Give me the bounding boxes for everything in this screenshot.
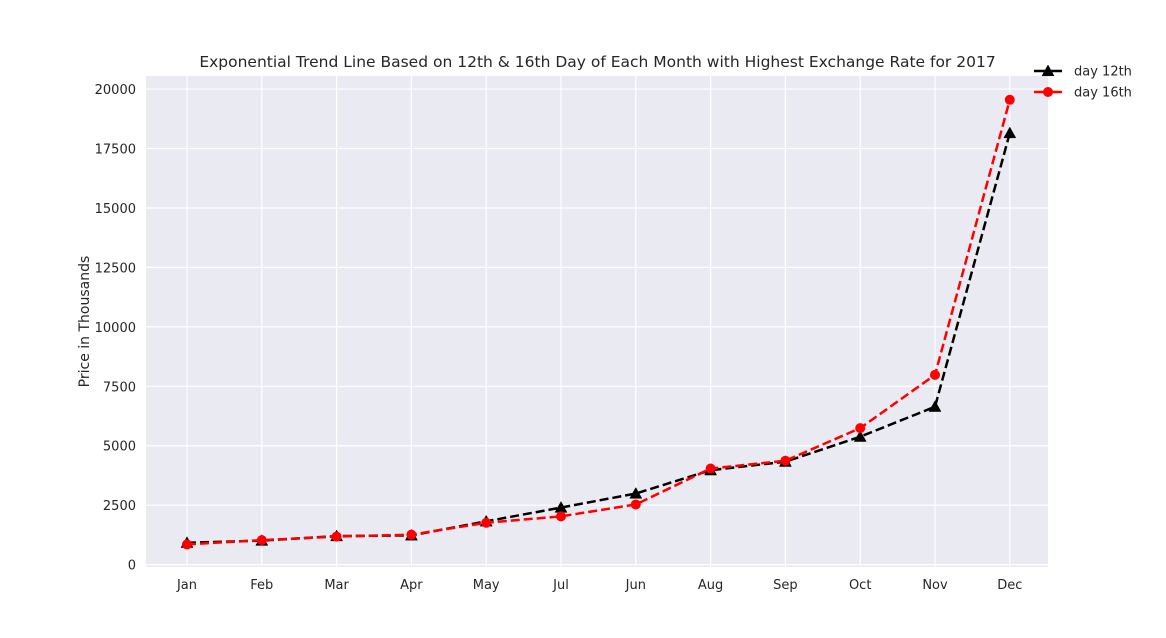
x-tick-label: Feb [250,578,273,593]
x-tick-label: Jul [552,578,569,593]
y-tick-label: 2500 [103,499,136,514]
legend-label: day 16th [1074,86,1132,101]
x-tick-label: Oct [849,578,871,593]
data-point [853,430,867,442]
data-point [930,369,940,380]
x-tick-label: Nov [922,578,948,593]
data-point [705,463,716,474]
data-point [855,423,866,434]
legend: day 12th day 16th [1034,64,1132,101]
x-axis-ticks: Jan Feb Mar Apr May Jul Jun Aug Sep Oct Nov Dec [176,578,1022,593]
data-point [256,535,267,546]
data-point [928,400,942,412]
x-tick-label: Jun [625,578,646,593]
y-tick-label: 0 [128,559,136,574]
y-tick-label: 5000 [103,440,136,455]
series-2 [182,94,1015,550]
legend-marker [1041,64,1055,77]
x-tick-label: Apr [400,578,423,593]
x-tick-label: Sep [773,578,798,593]
y-axis-label: Price in Thousands [77,256,93,388]
legend-label: day 12th [1074,65,1132,80]
grid-lines [146,76,1048,567]
x-tick-label: Aug [698,578,723,593]
series-layer [180,94,1017,550]
y-tick-label: 17500 [95,143,136,158]
series-line [186,99,1012,546]
y-tick-label: 12500 [95,261,136,276]
data-point [481,517,492,528]
data-point [406,529,417,540]
y-tick-label: 10000 [95,321,136,336]
y-tick-label: 20000 [95,83,136,98]
x-tick-label: May [473,578,500,593]
data-point [1003,126,1017,139]
data-point [629,487,643,499]
x-tick-label: Jan [176,578,197,593]
x-tick-label: Dec [997,578,1022,593]
x-tick-label: Mar [324,578,349,593]
y-tick-label: 7500 [103,380,136,395]
y-axis-ticks: 0 2500 5000 7500 10000 12500 15000 17500 20000 [95,83,136,574]
y-tick-label: 15000 [95,202,136,217]
data-point [556,511,566,522]
data-point [1004,94,1015,105]
chart-title: Exponential Trend Line Based on 12th & 1… [199,53,995,71]
legend-item: day 16th [1034,86,1132,101]
data-point [780,455,791,466]
legend-marker [1043,87,1053,97]
data-point [331,531,342,542]
data-point [182,539,192,550]
data-point [630,499,641,510]
legend-item: day 12th [1034,64,1132,80]
plot-area [146,76,1048,567]
